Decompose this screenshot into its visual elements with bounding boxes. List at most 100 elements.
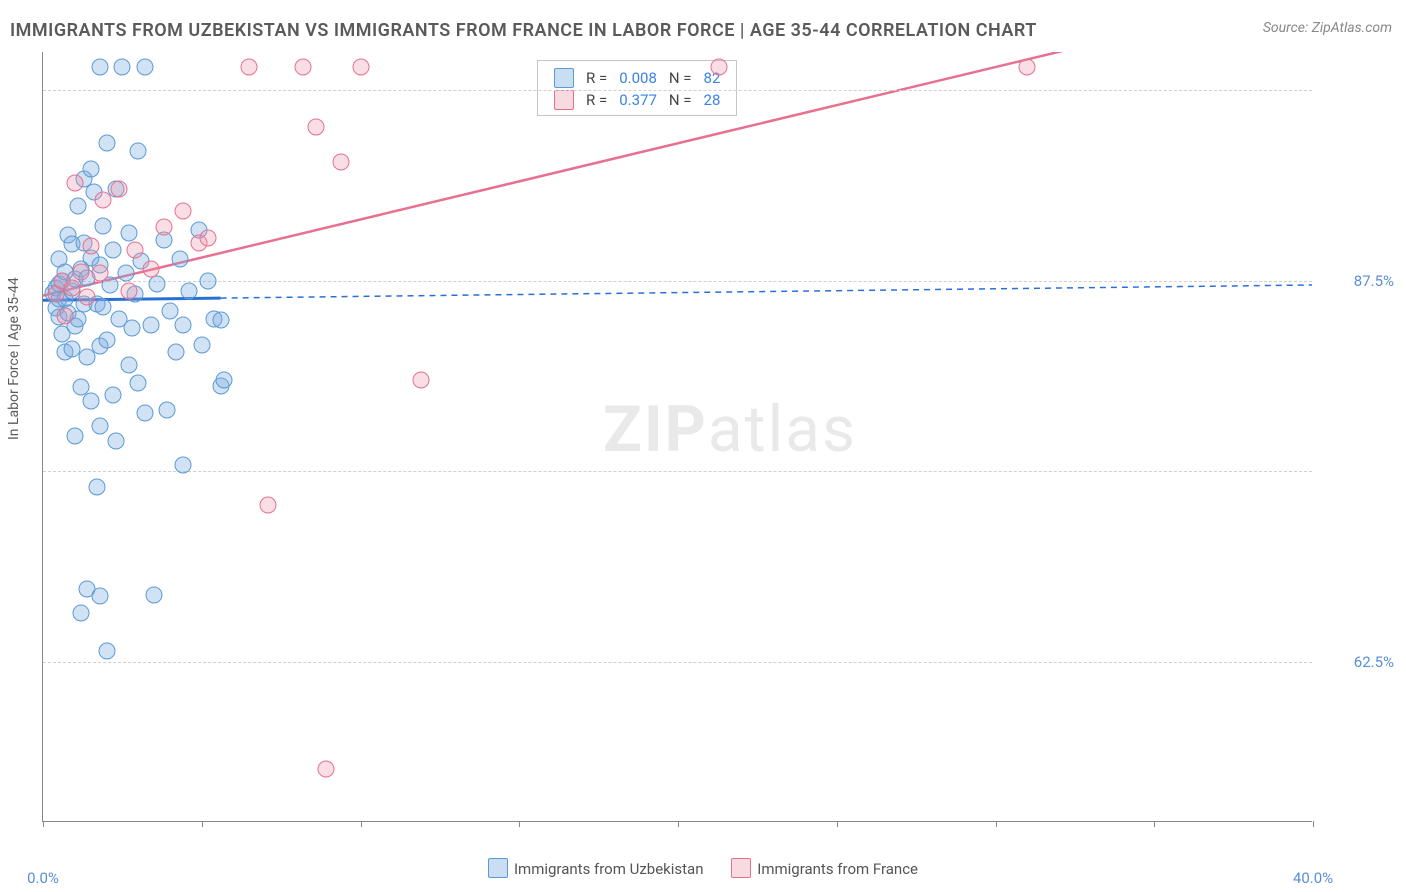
scatter-point-pink — [241, 59, 258, 76]
scatter-point-blue — [82, 161, 99, 178]
x-tick — [43, 821, 44, 827]
stats-legend: R = 0.008 N = 82 R = 0.377 N = 28 — [537, 60, 737, 116]
scatter-point-blue — [104, 387, 121, 404]
scatter-point-pink — [92, 265, 109, 282]
scatter-point-blue — [168, 344, 185, 361]
scatter-point-blue — [142, 316, 159, 333]
scatter-point-blue — [123, 319, 140, 336]
x-tick — [361, 821, 362, 827]
scatter-point-blue — [69, 198, 86, 215]
watermark-zip: ZIP — [603, 392, 708, 467]
scatter-point-pink — [127, 242, 144, 259]
watermark-atlas: atlas — [708, 392, 857, 467]
scatter-point-pink — [260, 496, 277, 513]
r-label: R = — [580, 89, 613, 111]
x-tick — [1313, 821, 1314, 827]
scatter-point-pink — [120, 283, 137, 300]
scatter-point-pink — [63, 280, 80, 297]
swatch-blue-icon — [554, 68, 574, 88]
scatter-point-blue — [108, 432, 125, 449]
watermark: ZIPatlas — [603, 392, 857, 467]
scatter-point-pink — [57, 307, 74, 324]
scatter-point-pink — [711, 59, 728, 76]
scatter-point-blue — [95, 298, 112, 315]
scatter-point-blue — [193, 336, 210, 353]
scatter-point-blue — [95, 217, 112, 234]
y-tick-label: 62.5% — [1354, 653, 1394, 671]
n-value-pink: 28 — [698, 89, 727, 111]
scatter-point-pink — [412, 371, 429, 388]
scatter-point-blue — [92, 588, 109, 605]
scatter-point-blue — [212, 312, 229, 329]
source-attribution: Source: ZipAtlas.com — [1263, 20, 1392, 36]
scatter-point-pink — [73, 263, 90, 280]
scatter-point-pink — [82, 237, 99, 254]
gridline-h — [43, 90, 1312, 91]
swatch-pink-icon — [554, 90, 574, 110]
bottom-legend: Immigrants from Uzbekistan Immigrants fr… — [0, 858, 1406, 878]
legend-item-blue: Immigrants from Uzbekistan — [488, 858, 704, 878]
r-value-blue: 0.008 — [613, 67, 663, 89]
scatter-point-blue — [149, 275, 166, 292]
scatter-point-blue — [98, 332, 115, 349]
scatter-point-pink — [308, 118, 325, 135]
legend-label-pink: Immigrants from France — [757, 860, 918, 878]
scatter-point-blue — [136, 405, 153, 422]
scatter-point-blue — [174, 316, 191, 333]
scatter-point-pink — [155, 219, 172, 236]
r-value-pink: 0.377 — [613, 89, 663, 111]
gridline-h — [43, 471, 1312, 472]
scatter-point-blue — [158, 402, 175, 419]
r-label: R = — [580, 67, 613, 89]
scatter-point-pink — [200, 230, 217, 247]
scatter-point-blue — [66, 428, 83, 445]
scatter-point-pink — [66, 175, 83, 192]
swatch-blue-icon — [488, 858, 508, 878]
x-tick — [837, 821, 838, 827]
x-tick — [996, 821, 997, 827]
legend-item-pink: Immigrants from France — [731, 858, 918, 878]
x-tick — [202, 821, 203, 827]
n-label: N = — [663, 67, 698, 89]
y-tick-label: 87.5% — [1354, 272, 1394, 290]
scatter-point-blue — [162, 303, 179, 320]
n-label: N = — [663, 89, 698, 111]
scatter-point-pink — [1019, 59, 1036, 76]
scatter-point-pink — [317, 760, 334, 777]
scatter-point-blue — [92, 417, 109, 434]
gridline-h — [43, 662, 1312, 663]
scatter-point-blue — [174, 457, 191, 474]
scatter-point-blue — [104, 242, 121, 259]
scatter-point-pink — [142, 260, 159, 277]
scatter-point-pink — [95, 191, 112, 208]
stats-legend-table: R = 0.008 N = 82 R = 0.377 N = 28 — [548, 67, 726, 111]
scatter-point-blue — [181, 283, 198, 300]
scatter-point-blue — [98, 135, 115, 152]
y-axis-label: In Labor Force | Age 35-44 — [6, 277, 22, 440]
scatter-point-blue — [130, 143, 147, 160]
scatter-point-pink — [79, 289, 96, 306]
scatter-point-pink — [174, 202, 191, 219]
scatter-point-blue — [215, 371, 232, 388]
scatter-point-blue — [200, 272, 217, 289]
scatter-point-blue — [92, 59, 109, 76]
gridline-h — [43, 281, 1312, 282]
scatter-point-pink — [333, 153, 350, 170]
scatter-point-blue — [120, 225, 137, 242]
trend-lines-svg — [43, 52, 1312, 821]
stats-row-pink: R = 0.377 N = 28 — [548, 89, 726, 111]
legend-label-blue: Immigrants from Uzbekistan — [514, 860, 704, 878]
x-tick — [678, 821, 679, 827]
scatter-point-blue — [120, 356, 137, 373]
x-tick — [1154, 821, 1155, 827]
scatter-point-blue — [136, 59, 153, 76]
x-tick — [519, 821, 520, 827]
scatter-point-blue — [88, 478, 105, 495]
scatter-point-blue — [114, 59, 131, 76]
scatter-point-blue — [146, 586, 163, 603]
swatch-pink-icon — [731, 858, 751, 878]
scatter-point-pink — [111, 181, 128, 198]
chart-plot-area: ZIPatlas R = 0.008 N = 82 R = 0.377 N = … — [42, 52, 1312, 822]
scatter-point-blue — [63, 341, 80, 358]
trendline-blue-dashed — [221, 285, 1312, 298]
